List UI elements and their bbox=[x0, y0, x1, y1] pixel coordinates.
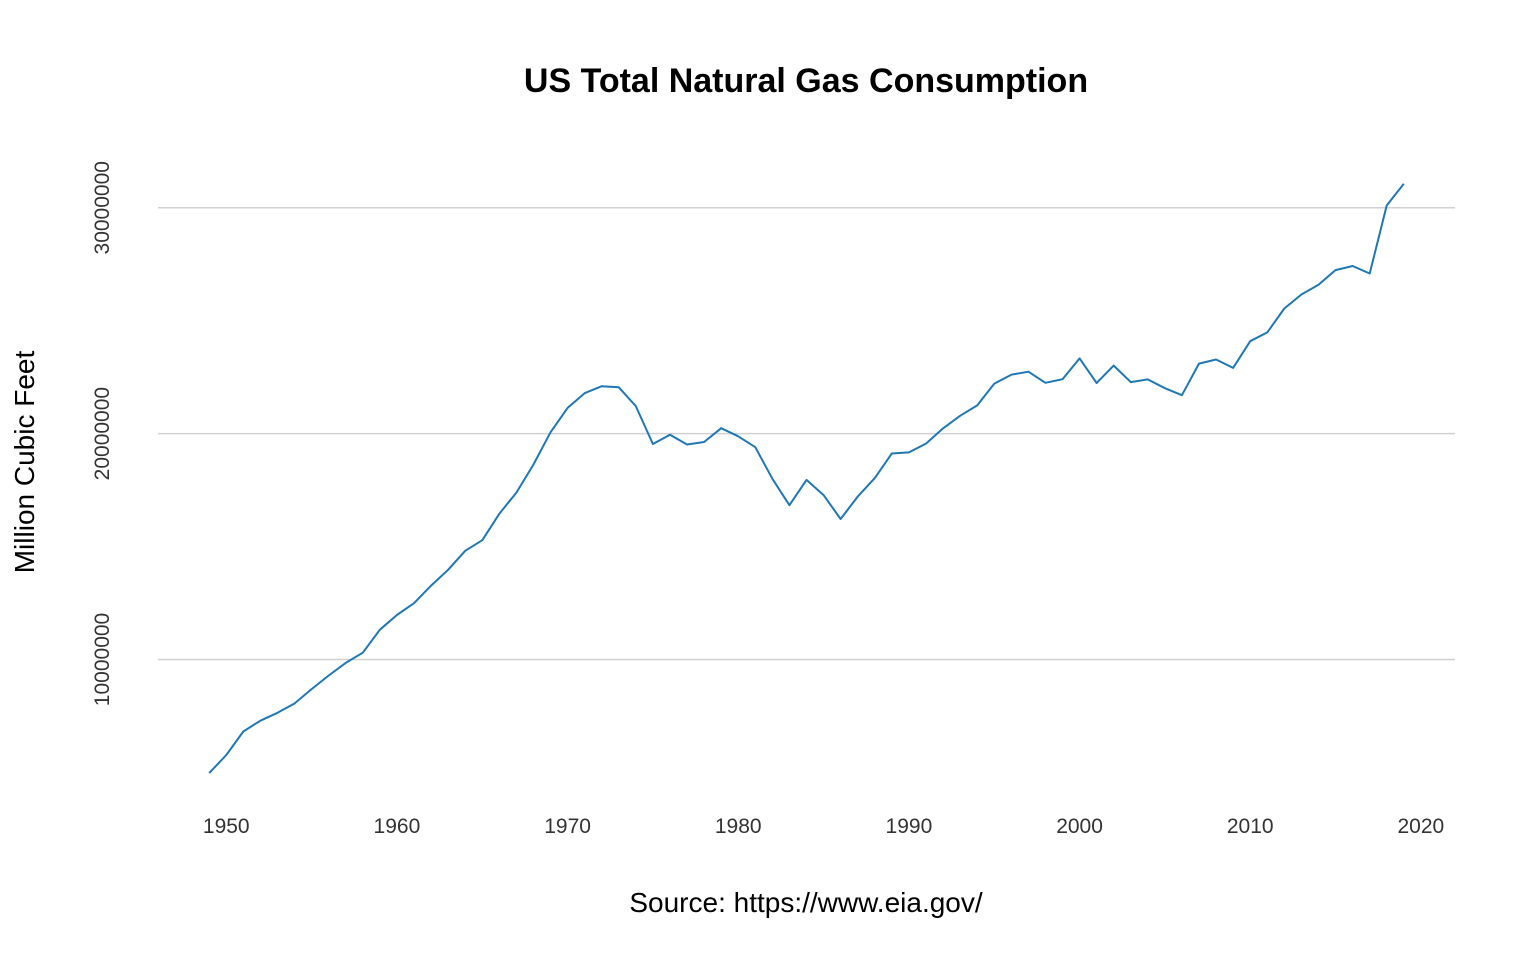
x-tick-label: 1980 bbox=[715, 815, 762, 838]
x-axis-ticks: 1950 1960 1970 1980 1990 2000 2010 2020 bbox=[203, 815, 1444, 838]
gridlines bbox=[158, 207, 1455, 661]
x-tick-label: 1960 bbox=[374, 815, 421, 838]
x-tick-label: 1950 bbox=[203, 815, 250, 838]
series-line-0 bbox=[208, 183, 1405, 774]
y-axis-ticks: 10000000 20000000 30000000 bbox=[91, 161, 114, 706]
x-tick-label: 1970 bbox=[544, 815, 591, 838]
x-tick-label: 2000 bbox=[1056, 815, 1103, 838]
y-tick-label: 20000000 bbox=[91, 387, 114, 480]
y-tick-label: 30000000 bbox=[91, 161, 114, 254]
series-layer bbox=[208, 183, 1405, 774]
x-axis-label: Source: https://www.eia.gov/ bbox=[629, 887, 983, 918]
x-tick-label: 2010 bbox=[1227, 815, 1274, 838]
x-tick-label: 2020 bbox=[1398, 815, 1445, 838]
x-tick-label: 1990 bbox=[886, 815, 933, 838]
y-axis-label: Million Cubic Feet bbox=[9, 351, 40, 574]
y-tick-label: 10000000 bbox=[91, 613, 114, 706]
chart-title: US Total Natural Gas Consumption bbox=[524, 62, 1088, 100]
